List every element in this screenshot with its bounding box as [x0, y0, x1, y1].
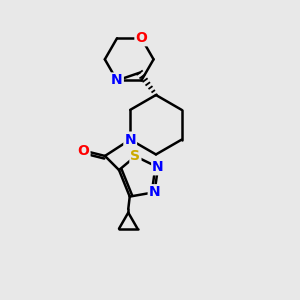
- Text: N: N: [149, 185, 160, 199]
- Text: N: N: [111, 74, 123, 88]
- Text: O: O: [135, 31, 147, 45]
- Text: S: S: [130, 149, 140, 163]
- Text: N: N: [124, 133, 136, 147]
- Text: N: N: [152, 160, 164, 174]
- Text: O: O: [78, 144, 89, 158]
